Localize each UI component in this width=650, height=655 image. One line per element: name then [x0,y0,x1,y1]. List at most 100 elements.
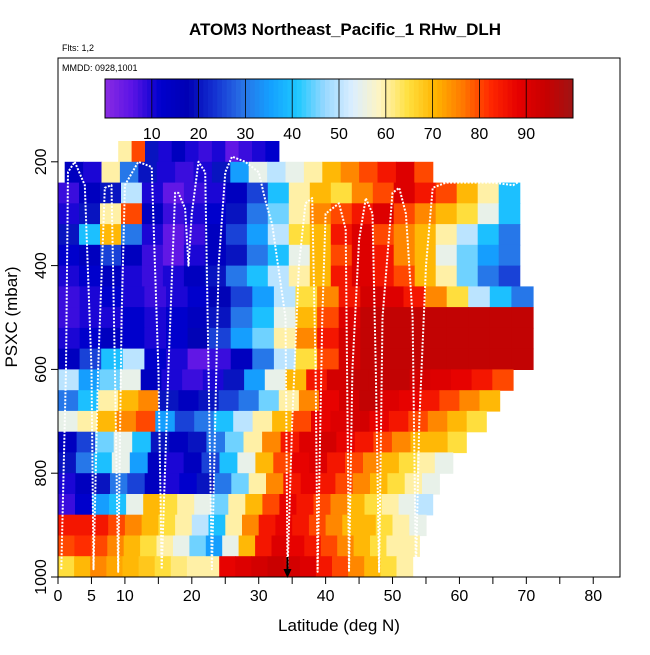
heatmap-cell [147,452,167,474]
heatmap-cell [204,224,227,246]
colorbar-segment [170,79,176,118]
heatmap-cell [288,244,311,267]
heatmap-cell [183,224,206,246]
x-axis: 0 5 10 20 30 40 50 60 70 80 [54,577,602,605]
heatmap-cell [372,203,395,225]
x-tick-label: 80 [584,588,602,605]
heatmap-cell [230,307,253,329]
heatmap-cell [477,265,500,287]
heatmap-cell [202,369,225,391]
heatmap-cell [101,307,124,329]
y-tick-label: 600 [33,356,50,383]
heatmap-cell [83,161,103,184]
y-axis-label: PSXC (mbar) [2,266,21,367]
colorbar-tick-label: 40 [283,126,301,143]
heatmap-cell [468,286,491,308]
heatmap-cell [332,556,349,577]
colorbar-segment [390,79,396,118]
heatmap-cell [113,431,133,454]
heatmap-cell [379,390,400,412]
heatmap-cell [219,452,238,474]
heatmap-cell [211,161,231,184]
colorbar-segment [544,79,551,118]
heatmap-cell [393,265,416,287]
x-axis-label: Latitude (deg N) [278,616,400,635]
heatmap-cell [225,224,248,246]
heatmap-cell [248,473,267,495]
heatmap-cell [492,369,514,391]
heatmap-cell [498,182,521,204]
heatmap-cell [235,556,252,577]
heatmap-cell [186,556,204,577]
colorbar-segment [203,79,209,118]
x-tick-label: 60 [451,588,469,605]
heatmap-cell [388,369,411,391]
heatmap-cell [273,452,292,474]
colorbar-tick-label: 20 [190,126,208,143]
heatmap-cell [251,556,269,577]
heatmap-cell [416,452,436,474]
heatmap-cell [237,452,256,474]
heatmap-cell [158,514,176,537]
heatmap-cell [196,473,215,495]
colorbar-segment [231,79,237,118]
colorbar-segment [287,79,293,118]
heatmap-cell [238,390,260,412]
heatmap-cell [193,161,213,184]
heatmap-cell [380,556,398,577]
colorbar-segment [521,79,527,118]
heatmap-cell [477,224,500,246]
heatmap-cell [291,452,310,474]
heatmap-cell [144,473,163,495]
heatmap-cell [183,203,206,225]
heatmap-cell [160,494,178,516]
heatmap-cell [368,369,390,391]
heatmap-cell [209,348,232,370]
heatmap-cell [299,556,317,577]
colorbar-segment [427,79,434,118]
heatmap-cell [414,224,437,246]
heatmap-cell [165,452,185,474]
colorbar-segment [423,79,429,118]
heatmap-cell [446,286,469,308]
heatmap-cell [511,327,534,350]
colorbar-segment [413,79,420,118]
heatmap-cell [246,182,269,204]
heatmap-cell [252,327,275,350]
colorbar-segment [133,79,139,118]
heatmap-cell [213,410,234,433]
heatmap-cell [174,410,195,433]
heatmap-cell [360,286,383,308]
x-tick-label: 70 [517,588,535,605]
colorbar-segment [474,79,480,118]
heatmap-cell [218,390,240,412]
heatmap-cell [121,224,143,246]
heatmap-cell [187,348,210,370]
colorbar-segment [479,79,485,118]
colorbar-segment [371,79,377,118]
heatmap-cell [372,265,395,287]
heatmap-cell [295,307,318,329]
colorbar-segment [278,79,284,118]
heatmap-cell [79,224,101,246]
heatmap-cell [225,514,243,537]
heatmap-cell [79,265,101,287]
heatmap-cell [101,348,124,370]
x-tick-label: 40 [317,588,335,605]
heatmap-cell [77,410,98,433]
heatmap-cell [255,535,273,557]
heatmap-cell [225,244,248,267]
heatmap-cell [91,514,109,537]
heatmap-cell [391,431,412,454]
heatmap-cell [58,244,80,267]
heatmap-cell [471,369,493,391]
colorbar-segment [418,79,424,118]
heatmap-cell [126,494,144,516]
colorbar-segment [142,79,148,118]
heatmap-cell [477,203,500,225]
heatmap-cell [336,431,356,454]
heatmap-cell [79,182,101,204]
heatmap-cell [338,327,361,350]
heatmap-cell [154,556,172,577]
heatmap-cell [141,265,164,287]
